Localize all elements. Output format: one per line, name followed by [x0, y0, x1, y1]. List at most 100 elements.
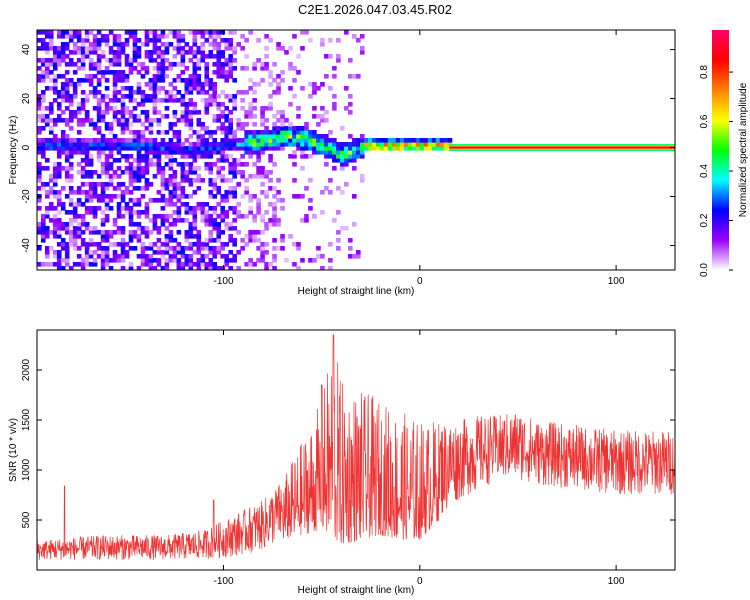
colorbar-tick-label: 0.2	[699, 213, 710, 227]
heatmap-cell	[116, 34, 122, 39]
heatmap-cell	[304, 214, 309, 219]
heatmap-cell	[68, 186, 74, 191]
heatmap-cell	[112, 74, 118, 79]
heatmap-cell	[84, 50, 90, 55]
heatmap-cell	[212, 70, 218, 75]
heatmap-cell	[124, 78, 130, 83]
heatmap-cell	[52, 170, 58, 175]
heatmap-cell	[88, 142, 94, 147]
heatmap-cell	[152, 38, 158, 43]
heatmap-cell	[80, 102, 86, 107]
heatmap-cell	[212, 30, 218, 35]
heatmap-cell	[248, 86, 253, 91]
heatmap-cell	[204, 138, 210, 143]
heatmap-cell	[200, 122, 206, 127]
heatmap-cell	[260, 146, 265, 151]
heatmap-cell	[224, 254, 229, 259]
heatmap-cell	[160, 62, 166, 67]
heatmap-cell	[308, 258, 313, 263]
heatmap-cell	[136, 38, 142, 43]
heatmap-cell	[180, 54, 186, 59]
heatmap-cell	[248, 238, 253, 243]
heatmap-cell	[92, 62, 98, 67]
heatmap-cell	[216, 42, 222, 47]
heatmap-cell	[148, 182, 154, 187]
heatmap-cell	[37, 170, 42, 175]
heatmap-cell	[96, 30, 102, 35]
heatmap-cell	[100, 94, 106, 99]
heatmap-cell	[164, 214, 170, 219]
heatmap-cell	[48, 46, 54, 51]
heatmap-cell	[308, 178, 313, 183]
heatmap-cell	[96, 254, 102, 259]
heatmap-cell	[116, 150, 122, 155]
heatmap-cell	[128, 94, 134, 99]
heatmap-cell	[316, 114, 321, 119]
heatmap-cell	[40, 30, 46, 35]
heatmap-cell	[108, 154, 114, 159]
heatmap-cell	[104, 258, 110, 263]
heatmap-cell	[212, 238, 218, 243]
heatmap-cell	[168, 222, 174, 227]
heatmap-cell	[128, 218, 134, 223]
heatmap-cell	[284, 138, 289, 143]
spectrogram-x-tick-label: 100	[608, 276, 625, 287]
heatmap-cell	[264, 210, 269, 215]
heatmap-cell	[76, 82, 82, 87]
heatmap-cell	[200, 246, 206, 251]
heatmap-cell	[256, 138, 261, 143]
heatmap-cell	[80, 118, 86, 123]
heatmap-cell	[64, 118, 70, 123]
heatmap-cell	[104, 170, 110, 175]
heatmap-cell	[120, 194, 126, 199]
heatmap-cell	[76, 58, 82, 63]
heatmap-cell	[108, 258, 114, 263]
heatmap-cell	[164, 162, 170, 167]
heatmap-cell	[80, 190, 86, 195]
heatmap-cell	[212, 62, 218, 67]
heatmap-cell	[367, 142, 373, 147]
heatmap-cell	[92, 182, 98, 187]
heatmap-cell	[220, 114, 226, 119]
heatmap-cell	[220, 158, 226, 163]
heatmap-cell	[200, 126, 206, 131]
heatmap-cell	[112, 170, 118, 175]
heatmap-cell	[76, 230, 82, 235]
heatmap-cell	[304, 142, 309, 147]
heatmap-cell	[37, 138, 42, 143]
heatmap-cell	[188, 118, 194, 123]
heatmap-cell	[260, 250, 265, 255]
heatmap-cell	[292, 134, 297, 139]
heatmap-cell	[52, 98, 58, 103]
heatmap-cell	[180, 194, 186, 199]
heatmap-cell	[220, 246, 226, 251]
heatmap-cell	[264, 46, 269, 51]
heatmap-cell	[176, 134, 182, 139]
heatmap-cell	[112, 78, 118, 83]
heatmap-cell	[200, 214, 206, 219]
heatmap-cell	[216, 62, 222, 67]
heatmap-cell	[88, 50, 94, 55]
heatmap-cell	[80, 58, 86, 63]
heatmap-cell	[132, 54, 138, 59]
heatmap-cell	[60, 50, 66, 55]
heatmap-cell	[232, 226, 237, 231]
heatmap-cell	[152, 146, 158, 151]
heatmap-cell	[356, 154, 361, 159]
heatmap-cell	[228, 30, 233, 35]
heatmap-cell	[80, 214, 86, 219]
heatmap-cell	[84, 38, 90, 43]
heatmap-cell	[128, 170, 134, 175]
heatmap-cell	[164, 90, 170, 95]
heatmap-cell	[80, 266, 86, 270]
heatmap-cell	[92, 122, 98, 127]
heatmap-cell	[216, 266, 222, 270]
heatmap-cell	[52, 162, 58, 167]
heatmap-cell	[224, 62, 229, 67]
heatmap-cell	[104, 162, 110, 167]
heatmap-cell	[40, 146, 46, 151]
heatmap-cell	[96, 182, 102, 187]
heatmap-cell	[128, 110, 134, 115]
heatmap-cell	[328, 154, 333, 159]
